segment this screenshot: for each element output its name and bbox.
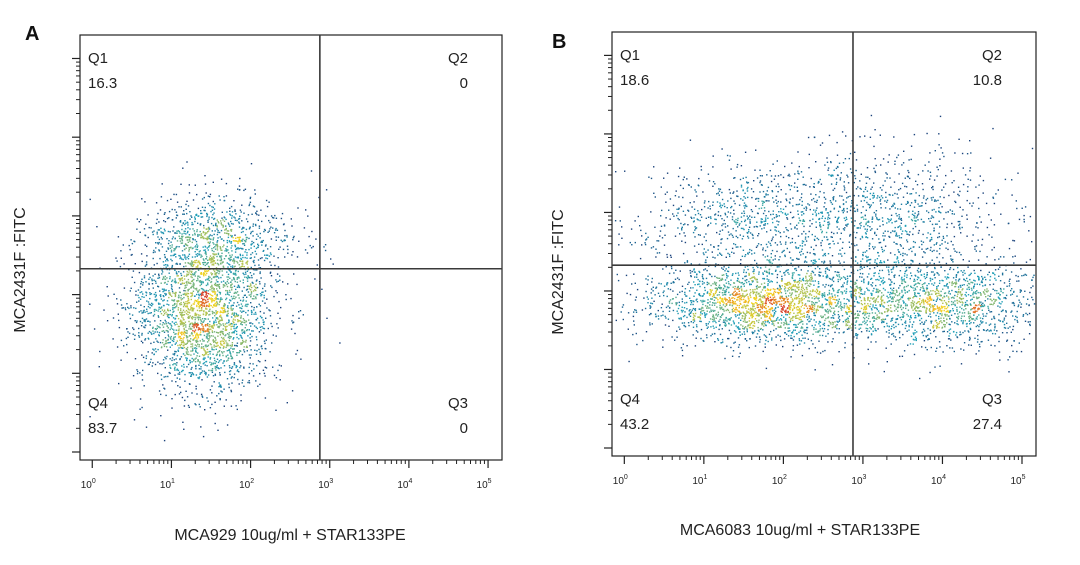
quadrant-q4-value: 83.7 [88,420,117,437]
x-axis-ticks [623,456,1023,464]
x-tick-label: 102 [772,474,787,487]
panel-b: B Q1 18.6 Q2 10.8 Q3 27.4 Q4 43.2 100 101 102 103 104… [540,0,1080,565]
x-axis-label: MCA929 10ug/ml + STAR133PE [174,527,405,544]
quadrant-q2-value: 0 [460,75,468,92]
y-axis-label: MCA2431F :FITC [550,209,567,334]
quadrant-q3-value: 0 [460,420,468,437]
y-axis-ticks [72,57,80,453]
quadrant-q3-name: Q3 [982,391,1002,408]
flow-plot-b: B Q1 18.6 Q2 10.8 Q3 27.4 Q4 43.2 100 101 102 103 104… [550,31,1037,539]
y-axis-label: MCA2431F :FITC [12,207,29,332]
quadrant-q3-value: 27.4 [973,416,1002,433]
x-tick-label: 105 [477,478,492,491]
event-dots [614,114,1036,380]
x-tick-label: 105 [1010,474,1025,487]
quadrant-q2-name: Q2 [982,47,1002,64]
x-tick-label: 104 [931,474,946,487]
x-tick-label: 101 [692,474,707,487]
quadrant-q1-value: 16.3 [88,75,117,92]
x-tick-label: 103 [851,474,866,487]
event-dots [89,161,341,442]
x-tick-label: 103 [318,478,333,491]
quadrant-q4-name: Q4 [88,395,108,412]
x-tick-label: 102 [239,478,254,491]
quadrant-q2-name: Q2 [448,50,468,67]
x-tick-label: 100 [81,478,96,491]
panel-letter: A [25,23,39,45]
x-tick-label: 104 [397,478,412,491]
x-axis-ticks [91,460,489,468]
panel-a: A Q1 16.3 Q2 0 Q3 0 Q4 83.7 100 101 102 103 104 105 MCA… [12,23,503,544]
quadrant-q3-name: Q3 [448,395,468,412]
quadrant-q1-name: Q1 [88,50,108,67]
panel-letter: B [552,31,566,53]
quadrant-q2-value: 10.8 [973,72,1002,89]
x-tick-label: 101 [160,478,175,491]
flow-plot-a: A Q1 16.3 Q2 0 Q3 0 Q4 83.7 100 101 102 103 104 105 MCA… [12,23,503,544]
quadrant-q1-name: Q1 [620,47,640,64]
plot-frame [611,31,1037,457]
plot-frame [79,34,503,461]
y-axis-ticks [604,54,612,449]
quadrant-q4-name: Q4 [620,391,640,408]
quadrant-q1-value: 18.6 [620,72,649,89]
x-tick-label: 100 [613,474,628,487]
quadrant-q4-value: 43.2 [620,416,649,433]
x-axis-label: MCA6083 10ug/ml + STAR133PE [680,522,920,539]
